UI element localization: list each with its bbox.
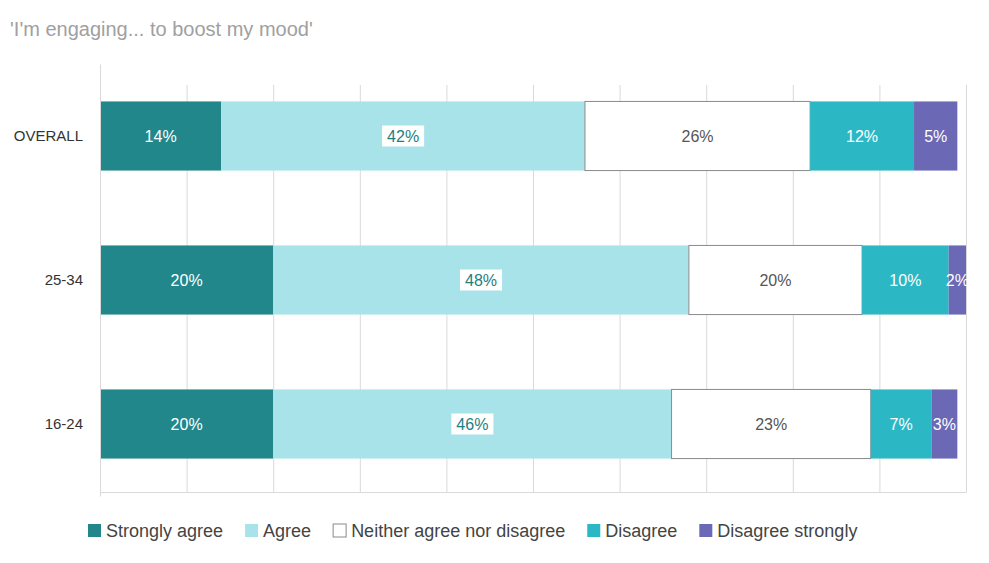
data-label-group: 5%: [924, 128, 947, 145]
data-label: 26%: [682, 128, 714, 145]
bar-segment: [931, 389, 957, 458]
chart-svg: 'I'm engaging... to boost my mood' 14% 42%…: [0, 0, 989, 563]
bar-segment: [862, 245, 949, 314]
data-label: 10%: [889, 272, 921, 289]
data-label: 23%: [755, 416, 787, 433]
data-label: 20%: [171, 416, 203, 433]
legend-label: Disagree strongly: [717, 521, 857, 541]
legend-label: Disagree: [605, 521, 677, 541]
legend-swatch: [245, 524, 258, 537]
bar-segment: [672, 389, 871, 458]
data-label-group: 14%: [145, 128, 177, 145]
y-tick-label: OVERALL: [14, 127, 83, 144]
data-label: 3%: [933, 416, 956, 433]
data-label: 5%: [924, 128, 947, 145]
title: 'I'm engaging... to boost my mood': [10, 18, 313, 40]
bar-segment: [689, 245, 862, 314]
bar-segment: [914, 101, 957, 170]
legend-item: Strongly agree: [88, 521, 223, 541]
data-label-box: [451, 414, 493, 435]
data-labels: 14% 42% 26% 12% 5% 20% 48% 20% 10% 2% 20% 46% 23% 7% 3…: [145, 126, 969, 435]
y-tick: OVERALL: [14, 127, 83, 144]
data-label: 14%: [145, 128, 177, 145]
data-label-group: 26%: [682, 128, 714, 145]
legend-swatch: [88, 524, 101, 537]
bar-segment: [273, 245, 689, 314]
legend-label: Agree: [263, 521, 311, 541]
data-label-box: [460, 270, 502, 291]
grid-line: [966, 85, 967, 492]
data-label-group: 2%: [946, 272, 969, 289]
data-label: 2%: [946, 272, 969, 289]
chart-container: 'I'm engaging... to boost my mood' 14% 42%…: [0, 0, 989, 563]
data-label-group: 48%: [460, 270, 502, 291]
data-label-group: 20%: [171, 416, 203, 433]
legend-swatch: [699, 524, 712, 537]
legend-item: Neither agree nor disagree: [333, 521, 565, 541]
legend-item: Agree: [245, 521, 311, 541]
data-label-group: 3%: [933, 416, 956, 433]
data-label: 42%: [387, 128, 419, 145]
y-tick-label: 25-34: [45, 271, 83, 288]
bar-segment: [871, 389, 932, 458]
data-label: 20%: [171, 272, 203, 289]
y-axis: OVERALL 25-34 16-24: [14, 65, 101, 497]
data-label-group: 12%: [846, 128, 878, 145]
data-label: 48%: [465, 272, 497, 289]
data-label: 46%: [456, 416, 488, 433]
data-label-group: 7%: [889, 416, 912, 433]
legend-item: Disagree: [587, 521, 677, 541]
data-label-group: 46%: [451, 414, 493, 435]
bar-segment: [221, 101, 585, 170]
data-label: 12%: [846, 128, 878, 145]
x-axis: [101, 85, 967, 493]
legend-swatch: [333, 524, 346, 537]
bar-segment: [100, 101, 221, 170]
y-tick-label: 16-24: [45, 415, 83, 432]
legend-item: Disagree strongly: [699, 521, 857, 541]
legend-label: Strongly agree: [106, 521, 223, 541]
bar-segment: [810, 101, 914, 170]
y-tick: 25-34: [45, 271, 83, 288]
legend: Strongly agree Agree Neither agree nor dis…: [88, 521, 857, 541]
bar-segment: [100, 245, 273, 314]
bars: [100, 101, 966, 458]
data-label-group: 23%: [755, 416, 787, 433]
legend-label: Neither agree nor disagree: [351, 521, 565, 541]
data-label-group: 10%: [889, 272, 921, 289]
x-axis-line: [101, 492, 967, 493]
data-label: 7%: [889, 416, 912, 433]
data-label-group: 20%: [759, 272, 791, 289]
x-tick: [966, 85, 967, 492]
data-label: 20%: [759, 272, 791, 289]
data-label-group: 20%: [171, 272, 203, 289]
data-label-group: 42%: [382, 126, 424, 147]
bar-segment: [100, 389, 273, 458]
y-axis-line: [100, 65, 101, 497]
data-label-box: [382, 126, 424, 147]
y-tick: 16-24: [45, 415, 83, 432]
bar-segment: [585, 101, 810, 170]
bar-segment: [273, 389, 671, 458]
legend-swatch: [587, 524, 600, 537]
